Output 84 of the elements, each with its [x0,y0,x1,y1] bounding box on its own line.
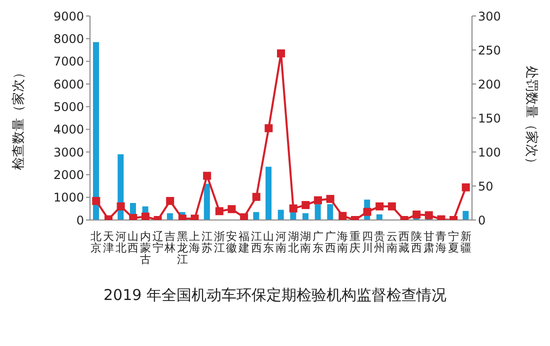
point [424,211,433,220]
bar [266,166,272,220]
y2-tick-label: 150 [478,111,501,126]
x-tick-label: 重庆 [349,230,360,254]
x-tick-label: 山西 [128,230,139,254]
x-tick-label: 上海 [189,230,200,254]
point [228,205,236,214]
x-tick-label: 宁夏 [448,230,460,254]
x-tick-label: 四川 [362,230,373,254]
point [314,196,322,204]
point [277,49,285,58]
y-tick-label: 8000 [53,32,84,46]
point [141,212,150,220]
point [203,172,212,180]
bar [253,212,260,220]
point [264,124,273,132]
x-tick-label: 内蒙古 [140,230,151,266]
x-tick-label: 云南 [386,230,398,254]
x-tick-label: 黑龙江 [176,230,188,266]
x-tick-label: 河北 [115,230,126,254]
y2-tick-label: 0 [478,213,486,228]
point [412,210,421,219]
x-tick-label: 甘肃 [423,230,434,254]
bar [278,210,284,220]
y2-tick-label: 200 [478,77,501,92]
y-tick-label: 6000 [53,77,84,92]
point [388,202,396,210]
y2-axis-title: 处罚数量（家次） [523,66,540,170]
bar [314,204,321,220]
point [289,204,298,212]
point [338,212,347,220]
x-tick-label: 湖南 [300,230,312,254]
x-tick-label: 青海 [436,230,447,254]
y2-tick-label: 250 [478,43,501,58]
point [252,192,260,201]
bar [93,42,99,220]
bar [302,213,308,220]
y2-tick-label: 300 [478,9,501,24]
y-tick-label: 0 [76,213,84,228]
x-tick-label: 海南 [337,230,348,254]
x-tick-label: 新疆 [460,230,472,254]
y-tick-label: 4000 [53,122,84,137]
bar [204,184,210,220]
y-tick-label: 5000 [53,100,84,114]
y-tick-label: 3000 [53,145,84,160]
text: 2019 年全国机动车环保定期检验机构监督检查情况 [102,286,448,305]
x-tick-label: 河南 [276,230,286,254]
point [129,214,138,220]
bar [166,213,173,220]
x-tick-label: 北京 [90,230,102,254]
x-tick-label: 吉林 [164,230,176,254]
x-tick-label: 西藏 [398,230,410,254]
y-tick-label: 7000 [53,54,84,69]
y-tick-label: 9000 [53,9,84,24]
point [376,202,384,210]
bar [327,204,334,220]
x-tick-label: 安徽 [226,230,238,254]
y2-tick-label: 100 [478,145,501,160]
y-axis-title: 检查数量（家次） [10,66,27,170]
point [462,183,470,192]
x-tick-label: 江苏 [202,230,213,254]
point [326,194,334,203]
point [116,202,125,210]
point [240,213,248,220]
y-tick-label: 1000 [53,190,84,205]
x-tick-label: 贵州 [374,230,386,254]
point [215,207,224,216]
y-tick-label: 2000 [53,168,84,182]
x-tick-label: 天津 [102,230,114,254]
point [363,208,372,216]
x-tick-label: 江西 [250,230,262,254]
x-tick-label: 福建 [238,230,250,254]
x-tick-label: 山东 [263,230,274,254]
point [92,196,100,205]
point [302,201,310,210]
x-tick-label: 辽宁 [152,230,164,254]
x-tick-label: 湖北 [288,230,299,254]
x-tick-label: 广西 [324,230,336,254]
x-tick-label: 陕西 [411,230,422,254]
y2-tick-label: 50 [478,179,494,194]
point [166,196,174,205]
x-tick-label: 浙江 [214,230,225,254]
x-tick-label: 广东 [312,230,324,254]
bar [462,210,469,220]
